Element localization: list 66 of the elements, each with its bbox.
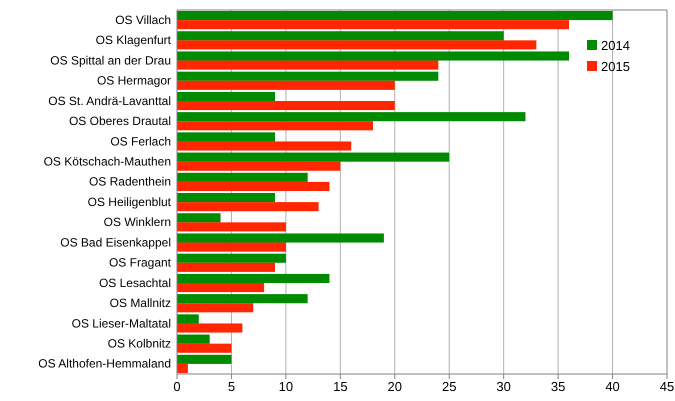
y-tick-label: OS Villach: [115, 12, 171, 27]
bar: [177, 233, 384, 243]
bar: [177, 294, 308, 304]
x-tick-label: 25: [442, 379, 456, 394]
bar: [177, 172, 308, 182]
y-tick-label: OS Oberes Drautal: [68, 114, 171, 128]
bar: [177, 80, 395, 90]
bar: [177, 60, 438, 70]
bar: [177, 364, 188, 373]
y-tick-label: OS Ferlach: [110, 134, 171, 148]
bar: [177, 112, 526, 122]
bar: [177, 303, 254, 312]
bar: [177, 202, 319, 212]
bar: [177, 92, 275, 101]
bar: [177, 162, 340, 171]
x-tick-label: 15: [333, 379, 348, 394]
x-tick-label: 35: [550, 379, 566, 394]
x-tick-label: 40: [605, 379, 620, 394]
y-tick-label: OS St. Andrä-Lavanttal: [48, 94, 171, 108]
bar: [177, 20, 569, 30]
y-tick-label: OS Lieser-Maltatal: [72, 316, 171, 330]
y-tick-label: OS Bad Eisenkappel: [60, 235, 171, 250]
bar: [177, 274, 330, 283]
y-tick-label: OS Fragant: [108, 256, 172, 270]
bar: [177, 354, 232, 364]
bar: [177, 72, 438, 81]
bar: [177, 51, 569, 61]
y-tick-label: OS Mallnitz: [110, 296, 171, 310]
bar: [177, 193, 275, 202]
x-tick-label: 30: [496, 379, 511, 394]
bar: [177, 121, 373, 130]
bar: [177, 11, 613, 20]
y-tick-label: OS Klagenfurt: [96, 33, 172, 48]
bar: [177, 283, 264, 292]
bar: [177, 141, 352, 151]
bar: [177, 222, 286, 232]
bar: [177, 323, 242, 333]
bar: [177, 344, 232, 353]
y-tick-label: OS Winklern: [104, 215, 171, 230]
y-tick-label: OS Kolbnitz: [108, 336, 171, 351]
bar: [177, 182, 330, 191]
bar: [177, 132, 275, 142]
y-tick-label: OS Hermagor: [96, 74, 171, 88]
bar: [177, 31, 504, 40]
bar: [177, 242, 286, 252]
bar: [177, 40, 536, 50]
x-tick-label: 20: [388, 379, 402, 394]
bar: [177, 334, 210, 344]
bar: [177, 254, 286, 263]
y-tick-label: OS Lesachtal: [98, 276, 171, 290]
bar: [177, 213, 221, 222]
x-tick-label: 0: [173, 379, 181, 394]
x-tick-label: 10: [278, 379, 294, 394]
x-tick-label: 5: [228, 379, 236, 394]
bar: [177, 262, 275, 272]
y-tick-label: OS Heiligenblut: [88, 194, 172, 209]
legend-label: 2014: [601, 38, 630, 53]
x-tick-label: 45: [660, 379, 674, 394]
y-tick-label: OS Spittal an der Drau: [50, 53, 171, 68]
y-tick-label: OS Althofen-Hemmaland: [38, 356, 171, 371]
bar: [177, 101, 395, 110]
y-tick-label: OS Kötschach-Mauthen: [44, 154, 171, 169]
bar: [177, 152, 450, 162]
legend-label: 2015: [601, 59, 630, 74]
y-tick-label: OS Radenthein: [88, 174, 171, 189]
bar: [177, 314, 199, 324]
